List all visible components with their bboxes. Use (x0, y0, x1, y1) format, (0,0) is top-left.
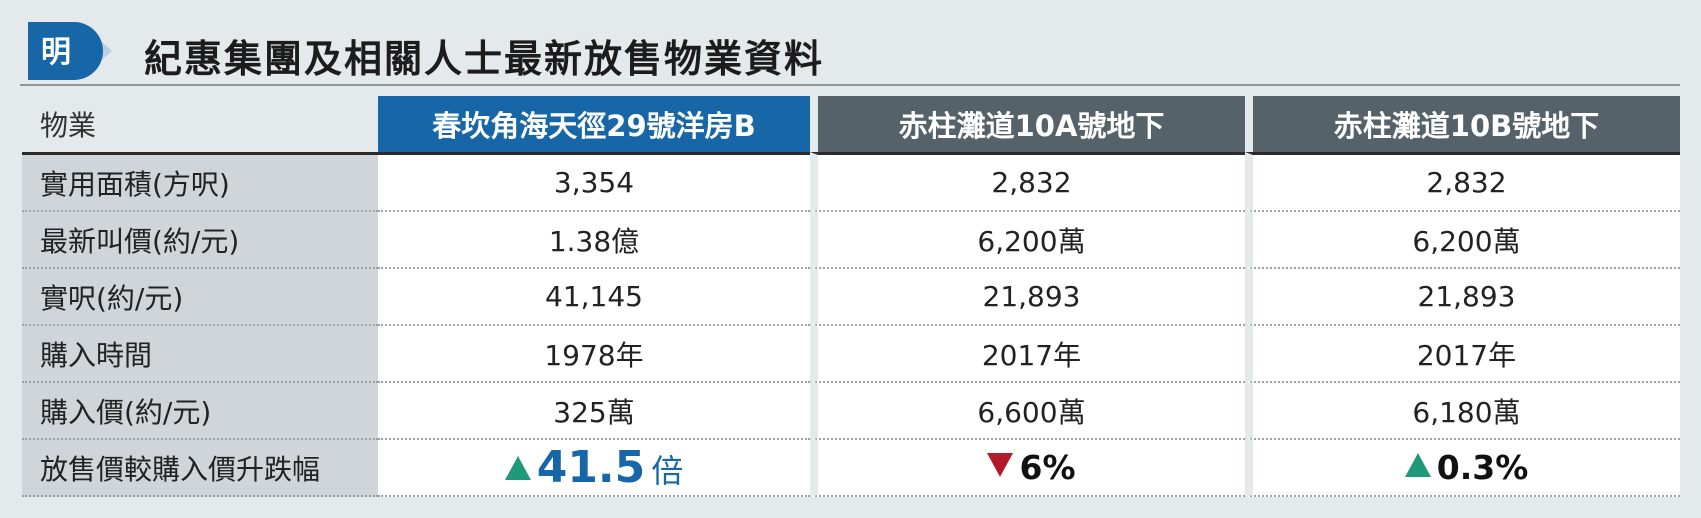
row-label: 購入價(約/元) (22, 381, 378, 438)
table-cell: 1978年 (378, 324, 810, 381)
table-row: 購入時間 1978年 2017年 2017年 (22, 324, 1680, 381)
column-header-2: 赤柱灘道10A號地下 (810, 96, 1245, 152)
change-value: 41.5 (536, 442, 646, 493)
table-cell: 2,832 (810, 152, 1245, 210)
table-cell: 6,600萬 (810, 381, 1245, 438)
column-header-3: 赤柱灘道10B號地下 (1245, 96, 1680, 152)
table-cell: 41,145 (378, 267, 810, 324)
table-cell: 6,200萬 (1245, 210, 1680, 267)
table-header-row: 物業 春坎角海天徑29號洋房B 赤柱灘道10A號地下 赤柱灘道10B號地下 (22, 96, 1680, 152)
change-value: 0.3% (1436, 448, 1529, 487)
table-cell: 2017年 (810, 324, 1245, 381)
row-label: 放售價較購入價升跌幅 (22, 438, 378, 497)
table-cell: 21,893 (810, 267, 1245, 324)
row-label: 實用面積(方呎) (22, 152, 378, 210)
change-cell: 6% (810, 438, 1245, 497)
table-cell: 6,200萬 (810, 210, 1245, 267)
title-divider (20, 84, 1680, 86)
table-cell: 3,354 (378, 152, 810, 210)
row-label: 實呎(約/元) (22, 267, 378, 324)
column-header-1: 春坎角海天徑29號洋房B (378, 96, 810, 152)
table-row: 購入價(約/元) 325萬 6,600萬 6,180萬 (22, 381, 1680, 438)
logo-char: 明 (41, 35, 71, 70)
triangle-down-icon (987, 453, 1014, 477)
triangle-up-icon (1404, 453, 1431, 477)
ming-pao-logo-icon: 明 (28, 22, 112, 80)
table-cell: 21,893 (1245, 267, 1680, 324)
corner-label: 物業 (22, 96, 378, 152)
page-title: 紀惠集團及相關人士最新放售物業資料 (144, 37, 825, 81)
header: 明 紀惠集團及相關人士最新放售物業資料 (20, 12, 1680, 84)
property-table: 物業 春坎角海天徑29號洋房B 赤柱灘道10A號地下 赤柱灘道10B號地下 實用… (22, 96, 1680, 497)
change-row: 放售價較購入價升跌幅 41.5 倍 6% 0.3% (22, 438, 1680, 497)
change-unit: 倍 (651, 452, 684, 490)
table-cell: 2,832 (1245, 152, 1680, 210)
row-label: 最新叫價(約/元) (22, 210, 378, 267)
table-cell: 1.38億 (378, 210, 810, 267)
table-cell: 6,180萬 (1245, 381, 1680, 438)
triangle-up-icon (504, 456, 531, 480)
table-cell: 2017年 (1245, 324, 1680, 381)
row-label: 購入時間 (22, 324, 378, 381)
table-row: 實用面積(方呎) 3,354 2,832 2,832 (22, 152, 1680, 210)
table-row: 實呎(約/元) 41,145 21,893 21,893 (22, 267, 1680, 324)
change-cell: 0.3% (1245, 438, 1680, 497)
change-value: 6% (1019, 448, 1076, 487)
change-cell: 41.5 倍 (378, 438, 810, 497)
table-cell: 325萬 (378, 381, 810, 438)
table-row: 最新叫價(約/元) 1.38億 6,200萬 6,200萬 (22, 210, 1680, 267)
